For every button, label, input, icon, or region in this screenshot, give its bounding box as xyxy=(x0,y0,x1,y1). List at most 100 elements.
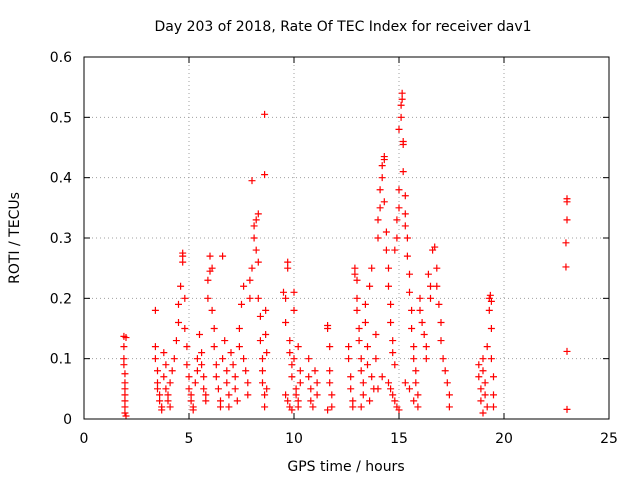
data-point xyxy=(408,306,416,314)
data-point xyxy=(309,403,317,411)
data-point xyxy=(427,294,434,302)
data-point xyxy=(391,361,399,369)
y-tick-label: 0.3 xyxy=(50,231,72,247)
data-point xyxy=(240,355,248,363)
data-point xyxy=(481,391,489,399)
data-point xyxy=(252,246,260,254)
data-point xyxy=(120,361,128,369)
data-point xyxy=(361,300,369,308)
data-point xyxy=(418,318,426,326)
data-point xyxy=(433,264,441,272)
data-point xyxy=(443,379,451,387)
data-point xyxy=(290,288,298,296)
data-point xyxy=(296,379,304,387)
data-point xyxy=(191,379,199,387)
data-point xyxy=(248,264,256,272)
data-point xyxy=(179,252,187,260)
data-point xyxy=(389,337,397,345)
data-point xyxy=(563,405,571,413)
data-point xyxy=(121,403,129,411)
data-point xyxy=(389,391,397,399)
data-point xyxy=(246,276,254,284)
data-point xyxy=(357,355,365,363)
data-point xyxy=(208,264,216,272)
y-tick-label: 0.6 xyxy=(50,50,72,66)
data-point xyxy=(288,373,296,381)
data-point xyxy=(385,282,392,290)
data-point xyxy=(387,300,395,308)
data-point xyxy=(406,288,413,296)
data-point xyxy=(374,234,382,242)
data-point xyxy=(328,403,336,411)
data-point xyxy=(351,270,359,278)
data-point xyxy=(217,403,224,411)
data-point xyxy=(401,222,409,230)
data-point xyxy=(378,373,386,381)
data-point xyxy=(345,355,353,363)
y-tick-label: 0.4 xyxy=(50,171,72,187)
data-point xyxy=(204,294,212,302)
data-point xyxy=(351,264,359,272)
data-point xyxy=(437,318,445,326)
data-point xyxy=(158,406,166,414)
data-point xyxy=(313,391,321,399)
data-point xyxy=(324,406,332,414)
data-point xyxy=(120,343,128,351)
data-point xyxy=(121,397,129,405)
x-tick-label: 10 xyxy=(285,431,303,447)
data-point xyxy=(398,95,406,103)
data-point xyxy=(164,397,172,405)
data-point xyxy=(198,361,206,369)
data-point xyxy=(382,246,390,254)
data-point xyxy=(401,192,409,200)
data-point xyxy=(231,385,239,393)
data-point xyxy=(445,391,453,399)
data-point xyxy=(378,174,386,182)
chart-title: Day 203 of 2018, Rate Of TEC Index for r… xyxy=(154,19,531,35)
data-point xyxy=(414,403,422,411)
data-point xyxy=(376,186,384,194)
data-point xyxy=(479,367,487,375)
data-point xyxy=(156,391,164,399)
data-point xyxy=(403,234,411,242)
data-point xyxy=(403,252,411,260)
data-point xyxy=(307,385,315,393)
data-point xyxy=(121,391,129,399)
data-point xyxy=(397,101,405,109)
data-point xyxy=(227,349,235,357)
data-point xyxy=(261,171,269,179)
data-point xyxy=(240,282,248,290)
data-point xyxy=(212,373,220,381)
data-point xyxy=(382,228,390,236)
data-point xyxy=(166,403,174,411)
data-point xyxy=(244,391,252,399)
data-point xyxy=(217,397,224,405)
data-point xyxy=(487,325,495,332)
data-point xyxy=(162,385,170,393)
x-tick-label: 20 xyxy=(495,431,513,447)
data-point xyxy=(223,379,231,387)
data-point xyxy=(366,282,374,290)
data-point xyxy=(485,306,493,314)
data-point xyxy=(483,403,491,411)
data-point xyxy=(380,198,388,206)
data-point xyxy=(357,367,365,375)
data-point xyxy=(305,355,313,363)
data-point xyxy=(296,367,304,375)
data-point xyxy=(378,162,386,170)
data-point xyxy=(252,216,260,224)
data-point xyxy=(122,334,130,342)
data-point xyxy=(262,331,270,339)
data-point xyxy=(292,385,300,393)
data-point xyxy=(353,276,361,284)
data-point xyxy=(244,379,252,387)
data-point xyxy=(393,234,401,242)
data-point xyxy=(189,406,197,414)
data-point xyxy=(563,198,571,206)
data-point xyxy=(475,373,483,381)
data-point xyxy=(401,210,409,218)
data-point xyxy=(183,343,191,351)
data-point xyxy=(401,379,409,387)
data-point xyxy=(181,294,189,302)
data-point xyxy=(395,125,403,133)
